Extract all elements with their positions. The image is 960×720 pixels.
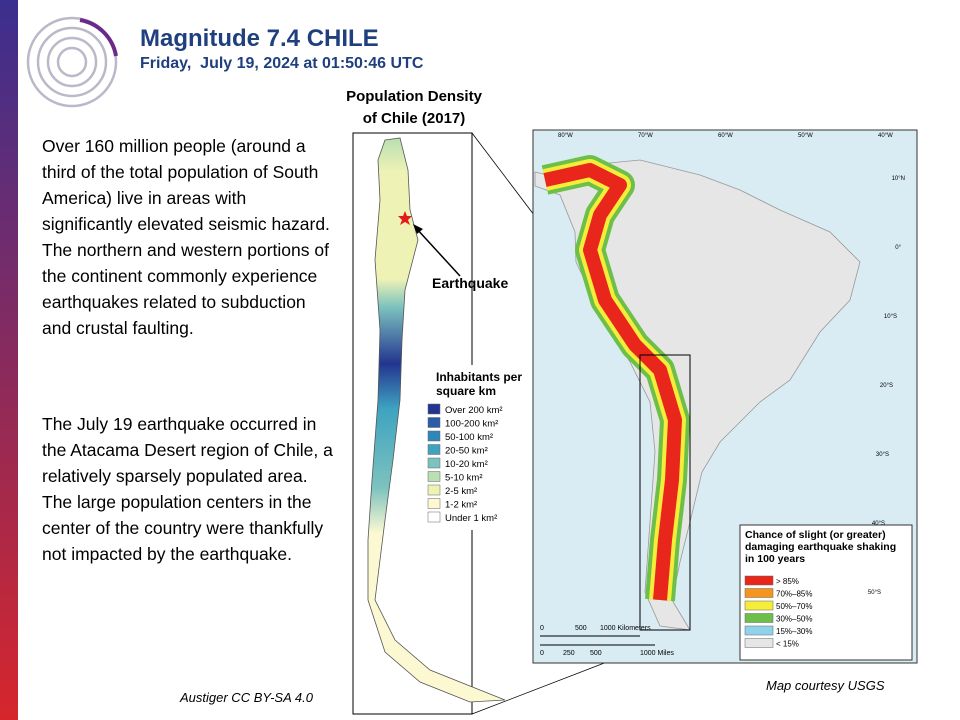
latitude-label: 30°S [876, 452, 889, 458]
density-credit: Austiger CC BY-SA 4.0 [179, 690, 314, 705]
chile-outline-box [639, 354, 691, 631]
subtitle: Friday, July 19, 2024 at 01:50:46 UTC [140, 55, 424, 72]
scale-label: 500 [575, 625, 587, 632]
legend-swatch [744, 575, 774, 586]
legend-label: 10-20 km² [445, 459, 488, 470]
density-legend [425, 365, 535, 530]
legend-label: 30%–50% [776, 615, 812, 624]
latitude-label: 20°S [880, 383, 893, 389]
scale-label: 0 [540, 650, 544, 657]
latitude-label: 40°S [872, 521, 885, 527]
legend-label: 2-5 km² [445, 486, 477, 497]
legend-swatch [744, 588, 774, 598]
latitude-label: 10°N [892, 176, 905, 182]
legend-label: 100-200 km² [445, 419, 498, 430]
chile-shape [367, 137, 506, 703]
legend-swatch [744, 600, 774, 611]
legend-swatch [427, 471, 441, 482]
scale-label: 0 [540, 625, 544, 632]
legend-swatch [744, 625, 774, 636]
legend-swatch [427, 444, 441, 455]
legend-swatch [427, 417, 441, 428]
arrow [415, 227, 461, 277]
legend-swatch [427, 430, 441, 442]
logo [26, 16, 118, 108]
hazard-credit: Map courtesy USGS [766, 678, 885, 693]
legend-label: Over 200 km² [445, 405, 503, 416]
legend-swatch [744, 613, 774, 623]
latitude-label: 10°S [884, 314, 897, 320]
legend-label: 5-10 km² [445, 473, 482, 484]
hazard-legend-title: Chance of slight (or greater) damaging ea… [745, 529, 896, 565]
title: Magnitude 7.4 CHILE [140, 25, 379, 52]
hazard-band [543, 163, 682, 601]
legend-swatch [427, 403, 441, 415]
legend-label: 50-100 km² [445, 432, 493, 443]
legend-label: 15%–30% [776, 627, 812, 636]
legend-label: 50%–70% [776, 602, 812, 611]
legend-swatch [427, 484, 441, 496]
longitude-label: 40°W [878, 133, 893, 139]
legend-label: 1-2 km² [445, 500, 477, 511]
scale-label: 1000 Miles [640, 650, 674, 657]
legend-swatch [427, 511, 441, 523]
longitude-label: 80°W [558, 133, 573, 139]
legend-swatch [427, 498, 441, 509]
epicenter-star [398, 211, 412, 225]
longitude-label: 70°W [638, 133, 653, 139]
side-bar [0, 0, 18, 720]
legend-label: < 15% [776, 640, 799, 649]
scale-label: 500 [590, 650, 602, 657]
legend-swatch [744, 638, 774, 648]
legend-swatch [427, 457, 441, 469]
legend-label: > 85% [776, 577, 799, 586]
body-paragraph: Over 160 million people (around a third … [42, 136, 330, 338]
legend-label: Under 1 km² [445, 513, 497, 524]
density-title: Population Density of Chile (2017) [346, 88, 483, 127]
latitude-label: 50°S [868, 590, 881, 596]
legend-label: 20-50 km² [445, 446, 488, 457]
body-paragraph: The July 19 earthquake occurred in the A… [42, 414, 333, 564]
scale-label: 250 [563, 650, 575, 657]
arrow-head [413, 224, 423, 234]
longitude-label: 60°W [718, 133, 733, 139]
latitude-label: 0° [895, 245, 901, 251]
scale-label: 1000 Kilometers [600, 625, 651, 632]
density-legend-title: Inhabitants per square km [436, 370, 522, 398]
legend-label: 70%–85% [776, 590, 812, 599]
longitude-label: 50°W [798, 133, 813, 139]
marker-label: Earthquake [432, 275, 508, 291]
